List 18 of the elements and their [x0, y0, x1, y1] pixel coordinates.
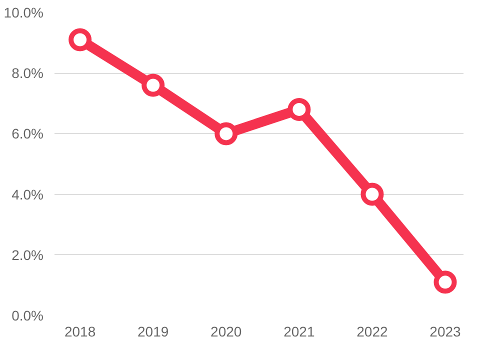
point	[288, 98, 311, 121]
x-tick-label: 2023	[430, 324, 462, 339]
y-tick-label: 8.0%	[12, 65, 44, 82]
point	[360, 182, 384, 206]
x-tick-label: 2019	[138, 324, 169, 339]
x-tick-label: 2022	[356, 324, 388, 339]
point	[214, 122, 238, 146]
y-tick-label: 10.0%	[4, 4, 44, 20]
x-tick-label: 2021	[284, 324, 315, 339]
x-tick-label: 2020	[210, 324, 242, 339]
point	[142, 74, 165, 97]
x-tick-label: 2018	[64, 324, 96, 339]
point	[434, 270, 457, 294]
y-tick-label: 0.0%	[12, 308, 44, 324]
y-tick-label: 6.0%	[12, 126, 44, 142]
y-tick-label: 2.0%	[12, 246, 44, 263]
point	[68, 28, 92, 52]
y-tick-label: 4.0%	[12, 186, 44, 202]
